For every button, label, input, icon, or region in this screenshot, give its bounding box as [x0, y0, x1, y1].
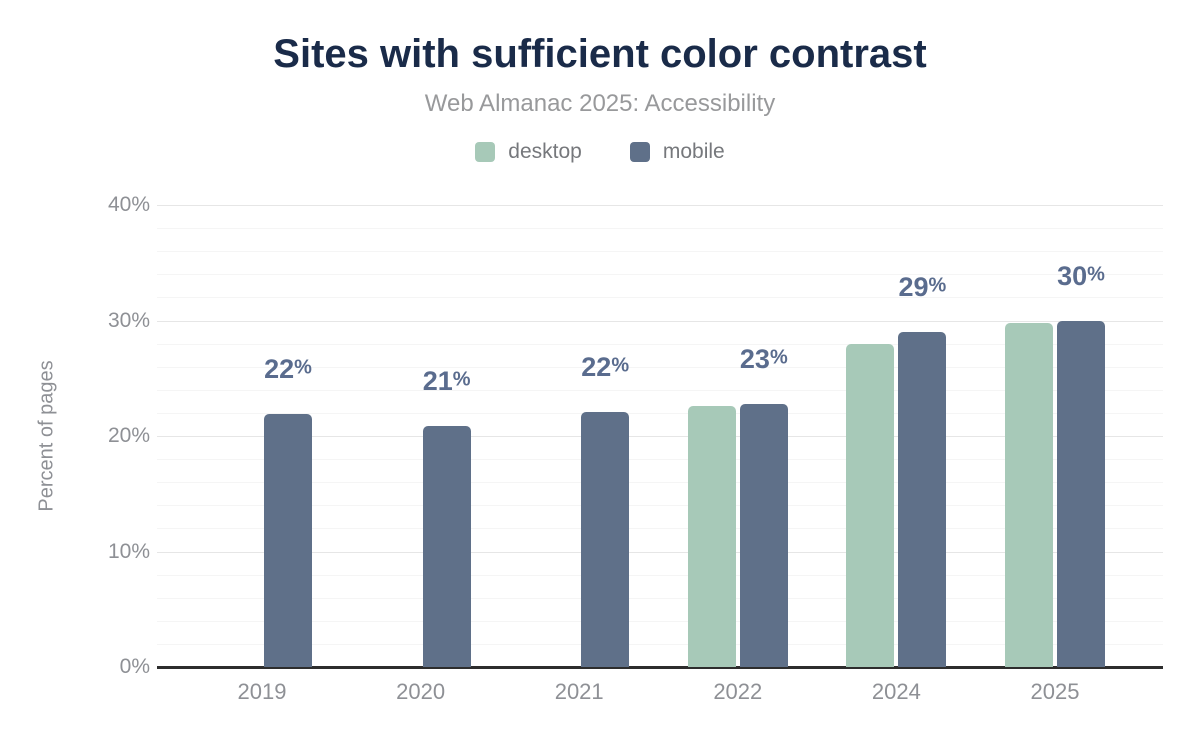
bar-mobile-2021[interactable] [581, 411, 630, 667]
x-label-2019: 2019 [237, 679, 287, 704]
gridline-24 [157, 389, 1163, 391]
data-label-2024: 29% [898, 274, 946, 301]
x-label-2020: 2020 [396, 679, 446, 704]
percent-sign: % [769, 346, 788, 369]
gridline-8 [157, 574, 1163, 576]
legend-swatch-desktop [475, 142, 496, 162]
gridline-22 [157, 412, 1163, 414]
percent-sign: % [452, 368, 471, 391]
y-tick-30: 30% [107, 308, 150, 332]
data-label-2020: 21% [422, 365, 471, 396]
y-tick-10: 10% [107, 539, 150, 563]
data-label-value: 29 [898, 272, 929, 303]
legend-label-mobile: mobile [662, 140, 725, 163]
bar-desktop-2025[interactable] [1005, 322, 1053, 667]
bar-mobile-2024[interactable] [898, 332, 947, 667]
x-label-2021: 2021 [554, 679, 604, 704]
gridline-20 [157, 436, 1163, 437]
legend: desktop mobile [0, 140, 1200, 164]
gridline-30 [157, 320, 1163, 322]
bar-mobile-2019[interactable] [264, 414, 312, 667]
gridline-26 [157, 366, 1163, 368]
data-label-value: 23 [739, 343, 770, 374]
bar-desktop-2022[interactable] [687, 405, 736, 667]
data-label-2019: 22% [264, 356, 312, 383]
percent-sign: % [928, 274, 947, 297]
gridline-28 [157, 343, 1163, 345]
gridline-4 [157, 620, 1163, 622]
bar-desktop-2024[interactable] [846, 343, 895, 667]
y-tick-40: 40% [107, 193, 150, 216]
gridline-36 [157, 251, 1163, 253]
bar-mobile-2020[interactable] [422, 425, 471, 667]
chart-title: Sites with sufficient color contrast [273, 32, 927, 76]
percent-sign: % [1087, 263, 1105, 286]
x-axis-line [157, 666, 1163, 669]
gridline-2 [157, 643, 1163, 645]
data-label-value: 22 [264, 354, 295, 385]
gridline-40 [157, 205, 1163, 206]
legend-label-desktop: desktop [508, 140, 582, 163]
x-label-2025: 2025 [1030, 679, 1080, 704]
x-label-2022: 2022 [713, 679, 763, 704]
data-label-2021: 22% [581, 351, 630, 382]
y-tick-20: 20% [107, 424, 150, 447]
y-tick-0: 0% [119, 655, 150, 678]
percent-sign: % [294, 356, 312, 379]
data-label-value: 30 [1057, 260, 1088, 291]
data-label-2022: 23% [739, 343, 788, 374]
legend-item-mobile[interactable]: mobile [629, 140, 725, 164]
gridline-6 [157, 597, 1163, 599]
gridline-34 [157, 274, 1163, 276]
chart-subtitle: Web Almanac 2025: Accessibility [424, 90, 776, 117]
gridline-14 [157, 505, 1163, 507]
percent-sign: % [611, 354, 630, 377]
legend-swatch-mobile [629, 142, 650, 162]
data-label-2025: 30% [1057, 260, 1105, 291]
gridline-10 [157, 551, 1163, 553]
data-label-value: 22 [581, 351, 612, 382]
gridline-18 [157, 459, 1163, 461]
legend-item-desktop[interactable]: desktop [475, 140, 582, 164]
gridline-12 [157, 528, 1163, 530]
data-label-value: 21 [422, 365, 453, 396]
gridline-16 [157, 482, 1163, 484]
bar-mobile-2025[interactable] [1057, 320, 1105, 667]
bar-mobile-2022[interactable] [739, 403, 788, 667]
gridline-32 [157, 297, 1163, 299]
x-label-2024: 2024 [871, 679, 921, 704]
y-axis-title: Percent of pages [35, 360, 58, 512]
gridline-38 [157, 228, 1163, 230]
